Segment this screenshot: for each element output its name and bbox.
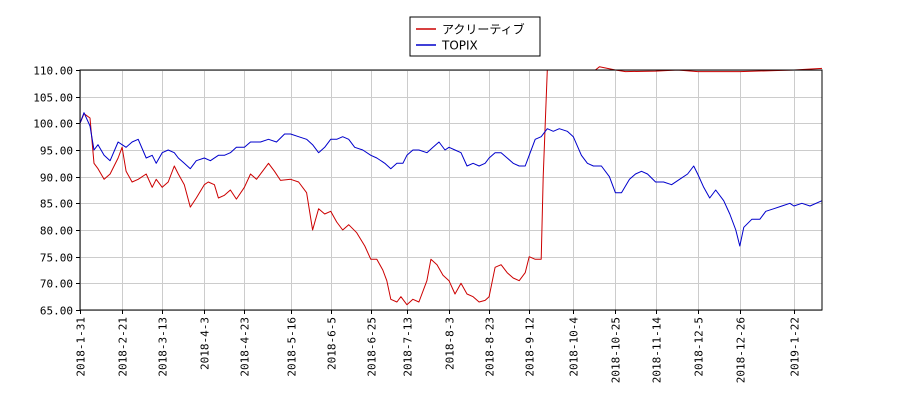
x-tick-label: 2018-10-4: [568, 317, 581, 377]
x-tick-label: 2018-11-14: [651, 317, 664, 384]
x-tick-label: 2018-8-23: [484, 317, 497, 377]
x-tick-label: 2018-6-25: [366, 317, 379, 377]
y-tick-label: 105.00: [33, 92, 73, 105]
legend-label-0: アクリーティブ: [442, 22, 525, 37]
x-tick-label: 2018-4-23: [239, 317, 252, 377]
x-tick-label: 2018-5-16: [286, 317, 299, 377]
x-tick-label: 2018-1-31: [75, 317, 88, 377]
series-line-0: [79, 66, 823, 306]
y-tick-label: 75.00: [40, 252, 73, 265]
x-tick-label: 2018-8-3: [444, 317, 457, 370]
legend: アクリーティブ TOPIX: [409, 16, 541, 57]
y-tick-label: 100.00: [33, 118, 73, 131]
y-tick-label: 85.00: [40, 198, 73, 211]
legend-box: [409, 16, 541, 57]
legend-label-1: TOPIX: [441, 39, 478, 53]
x-tick-label: 2018-3-13: [157, 317, 170, 377]
x-tick-label: 2019-1-22: [789, 317, 802, 377]
x-tick-label: 2018-10-25: [610, 317, 623, 383]
x-axis: 2018-1-31 2018-2-21 2018-3-13 2018-4-3 2018-…: [75, 310, 802, 383]
y-axis: 110.00 105.00 100.00 95.00 90.00 85.00 80.00 75…: [33, 65, 80, 318]
x-tick-label: 2018-2-21: [117, 317, 130, 377]
x-tick-label: 2018-12-26: [735, 317, 748, 383]
y-tick-label: 95.00: [40, 145, 73, 158]
x-tick-label: 2018-4-3: [199, 317, 212, 370]
series-lines: [79, 66, 823, 306]
x-tick-label: 2018-12-5: [693, 317, 706, 377]
y-tick-label: 80.00: [40, 225, 73, 238]
x-tick-label: 2018-9-12: [524, 317, 537, 377]
x-tick-label: 2018-7-13: [402, 317, 415, 377]
y-tick-label: 70.00: [40, 278, 73, 291]
y-tick-label: 110.00: [33, 65, 73, 78]
y-tick-label: 65.00: [40, 305, 73, 318]
y-tick-label: 90.00: [40, 172, 73, 185]
plot-frame: [79, 69, 823, 311]
series-line-1: [79, 112, 823, 247]
x-tick-label: 2018-6-5: [326, 317, 339, 370]
